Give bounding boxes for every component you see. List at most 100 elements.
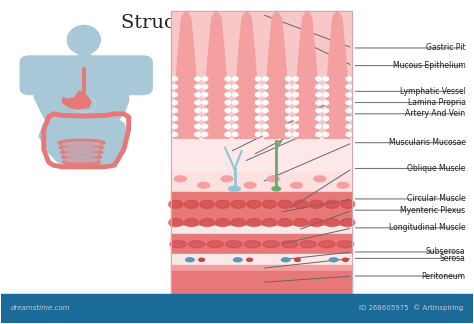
Text: Myenteric Plexus: Myenteric Plexus — [401, 206, 465, 215]
Ellipse shape — [234, 258, 242, 262]
Circle shape — [316, 109, 321, 112]
Ellipse shape — [314, 176, 326, 182]
Circle shape — [285, 124, 291, 128]
Circle shape — [323, 85, 328, 89]
Circle shape — [195, 93, 201, 97]
Circle shape — [316, 117, 321, 121]
Ellipse shape — [337, 182, 349, 188]
Circle shape — [255, 109, 261, 112]
Ellipse shape — [216, 200, 230, 208]
Ellipse shape — [244, 241, 261, 248]
Ellipse shape — [343, 258, 348, 261]
Circle shape — [263, 133, 268, 136]
Circle shape — [316, 124, 321, 128]
Bar — [171, 11, 353, 138]
Circle shape — [225, 133, 231, 136]
Polygon shape — [325, 11, 350, 138]
Text: Structure Of The Colon: Structure Of The Colon — [121, 14, 353, 32]
Circle shape — [172, 77, 177, 81]
Text: Circular Muscle: Circular Muscle — [407, 194, 465, 203]
Polygon shape — [173, 11, 199, 138]
Ellipse shape — [216, 219, 230, 227]
Circle shape — [195, 124, 201, 128]
Ellipse shape — [226, 241, 242, 248]
Circle shape — [323, 77, 328, 81]
Circle shape — [346, 133, 352, 136]
Circle shape — [255, 101, 261, 105]
Text: Subserosa: Subserosa — [426, 248, 465, 256]
Circle shape — [202, 133, 208, 136]
Circle shape — [232, 133, 238, 136]
Ellipse shape — [244, 182, 256, 188]
Circle shape — [323, 101, 328, 105]
Text: Lamina Propria: Lamina Propria — [408, 98, 465, 107]
Polygon shape — [63, 91, 91, 109]
Circle shape — [195, 109, 201, 112]
Circle shape — [263, 93, 268, 97]
Circle shape — [225, 124, 231, 128]
Circle shape — [346, 77, 352, 81]
Ellipse shape — [62, 154, 101, 161]
Circle shape — [172, 109, 177, 112]
Ellipse shape — [200, 200, 214, 208]
Bar — [171, 254, 353, 265]
Circle shape — [285, 117, 291, 121]
Text: Lymphatic Vessel: Lymphatic Vessel — [400, 87, 465, 96]
Ellipse shape — [310, 200, 324, 208]
Ellipse shape — [247, 219, 261, 227]
Circle shape — [346, 101, 352, 105]
Circle shape — [293, 109, 299, 112]
Circle shape — [346, 85, 352, 89]
Ellipse shape — [174, 176, 186, 182]
Ellipse shape — [247, 258, 252, 261]
Circle shape — [323, 133, 328, 136]
Ellipse shape — [325, 200, 339, 208]
Ellipse shape — [310, 219, 324, 227]
Circle shape — [202, 124, 208, 128]
Circle shape — [316, 77, 321, 81]
Ellipse shape — [184, 219, 199, 227]
Circle shape — [346, 117, 352, 121]
Circle shape — [172, 124, 177, 128]
Circle shape — [202, 117, 208, 121]
Text: Mucous Epithelium: Mucous Epithelium — [393, 61, 465, 70]
Circle shape — [316, 101, 321, 105]
Bar — [171, 234, 353, 254]
Circle shape — [255, 133, 261, 136]
Circle shape — [225, 109, 231, 112]
Text: Artery And Vein: Artery And Vein — [405, 109, 465, 118]
Circle shape — [323, 124, 328, 128]
Circle shape — [323, 109, 328, 112]
FancyBboxPatch shape — [20, 56, 152, 95]
Ellipse shape — [247, 200, 261, 208]
Circle shape — [263, 124, 268, 128]
Ellipse shape — [278, 200, 292, 208]
Circle shape — [263, 117, 268, 121]
Text: ©: © — [80, 100, 88, 109]
Circle shape — [202, 85, 208, 89]
Ellipse shape — [294, 200, 308, 208]
Circle shape — [316, 85, 321, 89]
Circle shape — [263, 109, 268, 112]
Circle shape — [293, 117, 299, 121]
Circle shape — [232, 101, 238, 105]
Ellipse shape — [65, 158, 98, 162]
Circle shape — [172, 117, 177, 121]
Ellipse shape — [319, 241, 335, 248]
Ellipse shape — [67, 26, 100, 54]
Ellipse shape — [294, 219, 308, 227]
Circle shape — [346, 124, 352, 128]
Ellipse shape — [221, 176, 233, 182]
Circle shape — [293, 77, 299, 81]
Ellipse shape — [199, 258, 204, 261]
Circle shape — [255, 117, 261, 121]
Text: Gastric Pit: Gastric Pit — [426, 43, 465, 52]
Circle shape — [263, 101, 268, 105]
Polygon shape — [264, 11, 290, 138]
Ellipse shape — [207, 241, 224, 248]
Circle shape — [293, 85, 299, 89]
Ellipse shape — [64, 153, 99, 156]
Polygon shape — [39, 117, 128, 167]
Ellipse shape — [337, 241, 354, 248]
Circle shape — [255, 124, 261, 128]
